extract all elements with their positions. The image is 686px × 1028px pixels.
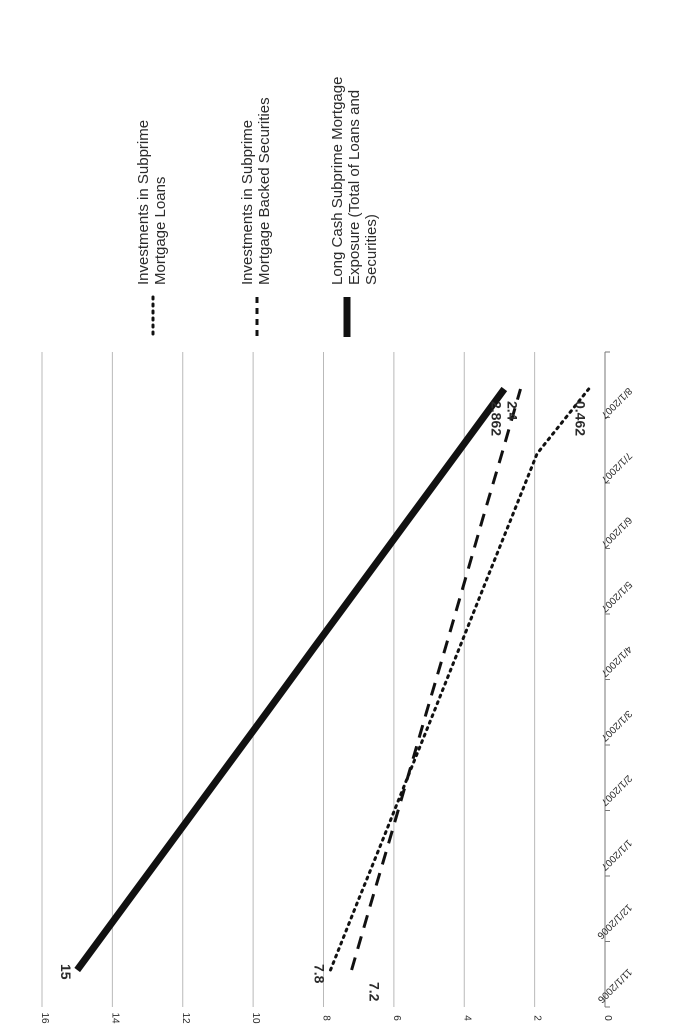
legend-label: Mortgage Loans bbox=[152, 177, 169, 285]
data-point bbox=[503, 388, 505, 390]
x-tick-label: 1/1/2007 bbox=[598, 837, 634, 873]
data-point bbox=[501, 453, 503, 455]
y-tick-label: 14 bbox=[109, 1012, 120, 1024]
legend-label: Long Cash Subprime Mortgage bbox=[329, 77, 346, 285]
x-tick-label: 5/1/2007 bbox=[598, 579, 634, 615]
legend-label: Investments in Subprime bbox=[239, 120, 256, 285]
data-point bbox=[536, 453, 538, 455]
data-label: 7.8 bbox=[312, 964, 328, 984]
series-line bbox=[350, 388, 522, 971]
data-point bbox=[510, 517, 512, 519]
data-point bbox=[407, 775, 409, 777]
data-point bbox=[588, 388, 590, 390]
x-tick-label: 11/1/2006 bbox=[595, 966, 634, 1005]
data-point bbox=[76, 969, 78, 971]
y-tick-label: 8 bbox=[321, 1015, 332, 1021]
data-point bbox=[124, 904, 126, 906]
legend: Investments in Subprime Mortgage Loans Inv… bbox=[135, 77, 380, 339]
legend-label: Exposure (Total of Loans and bbox=[346, 90, 363, 285]
data-point bbox=[484, 582, 486, 584]
y-tick-label: 12 bbox=[180, 1012, 191, 1024]
data-point bbox=[219, 775, 221, 777]
data-label: 2.862 bbox=[488, 401, 504, 436]
x-tick-label: 4/1/2007 bbox=[598, 643, 634, 679]
series-line bbox=[74, 386, 508, 973]
data-point bbox=[520, 388, 522, 390]
data-point bbox=[361, 582, 363, 584]
data-point bbox=[381, 840, 383, 842]
x-tick-label: 2/1/2007 bbox=[598, 772, 634, 808]
data-point bbox=[355, 904, 357, 906]
data-point bbox=[313, 646, 315, 648]
data-point bbox=[351, 969, 353, 971]
y-tick-label: 16 bbox=[39, 1012, 50, 1024]
y-tick-label: 10 bbox=[250, 1012, 261, 1024]
legend-label: Securities) bbox=[363, 214, 380, 285]
data-label: 0.462 bbox=[573, 401, 589, 436]
data-label: 2.4 bbox=[505, 401, 521, 421]
data-point bbox=[482, 517, 484, 519]
data-point bbox=[171, 840, 173, 842]
x-tick-label: 12/1/2006 bbox=[594, 901, 634, 941]
data-point bbox=[369, 904, 371, 906]
data-point bbox=[459, 646, 461, 648]
data-label: 7.2 bbox=[367, 982, 383, 1002]
data-point bbox=[456, 453, 458, 455]
y-tick-label: 2 bbox=[532, 1015, 543, 1021]
data-point bbox=[388, 840, 390, 842]
data-point bbox=[426, 711, 428, 713]
y-tick-label: 4 bbox=[461, 1015, 472, 1021]
legend-label: Investments in Subprime bbox=[135, 120, 152, 285]
y-tick-label: 0 bbox=[602, 1015, 613, 1021]
data-point bbox=[408, 517, 410, 519]
data-point bbox=[330, 969, 332, 971]
data-point bbox=[266, 711, 268, 713]
x-tick-label: 6/1/2007 bbox=[598, 514, 634, 550]
data-point bbox=[445, 646, 447, 648]
plot-area: 0 2 4 6 8 10 12 14 16 11/1/2006 12/1/2006 1/1/2007 2… bbox=[39, 351, 634, 1024]
data-point bbox=[433, 711, 435, 713]
legend-label: Mortgage Backed Securities bbox=[256, 97, 273, 285]
data-point bbox=[463, 582, 465, 584]
series-line bbox=[329, 387, 591, 972]
x-tick-label: 3/1/2007 bbox=[598, 708, 634, 744]
y-tick-label: 6 bbox=[391, 1015, 402, 1021]
x-tick-label: 7/1/2007 bbox=[598, 450, 634, 486]
x-tick-label: 8/1/2007 bbox=[598, 385, 634, 421]
data-label: 15 bbox=[58, 964, 74, 980]
